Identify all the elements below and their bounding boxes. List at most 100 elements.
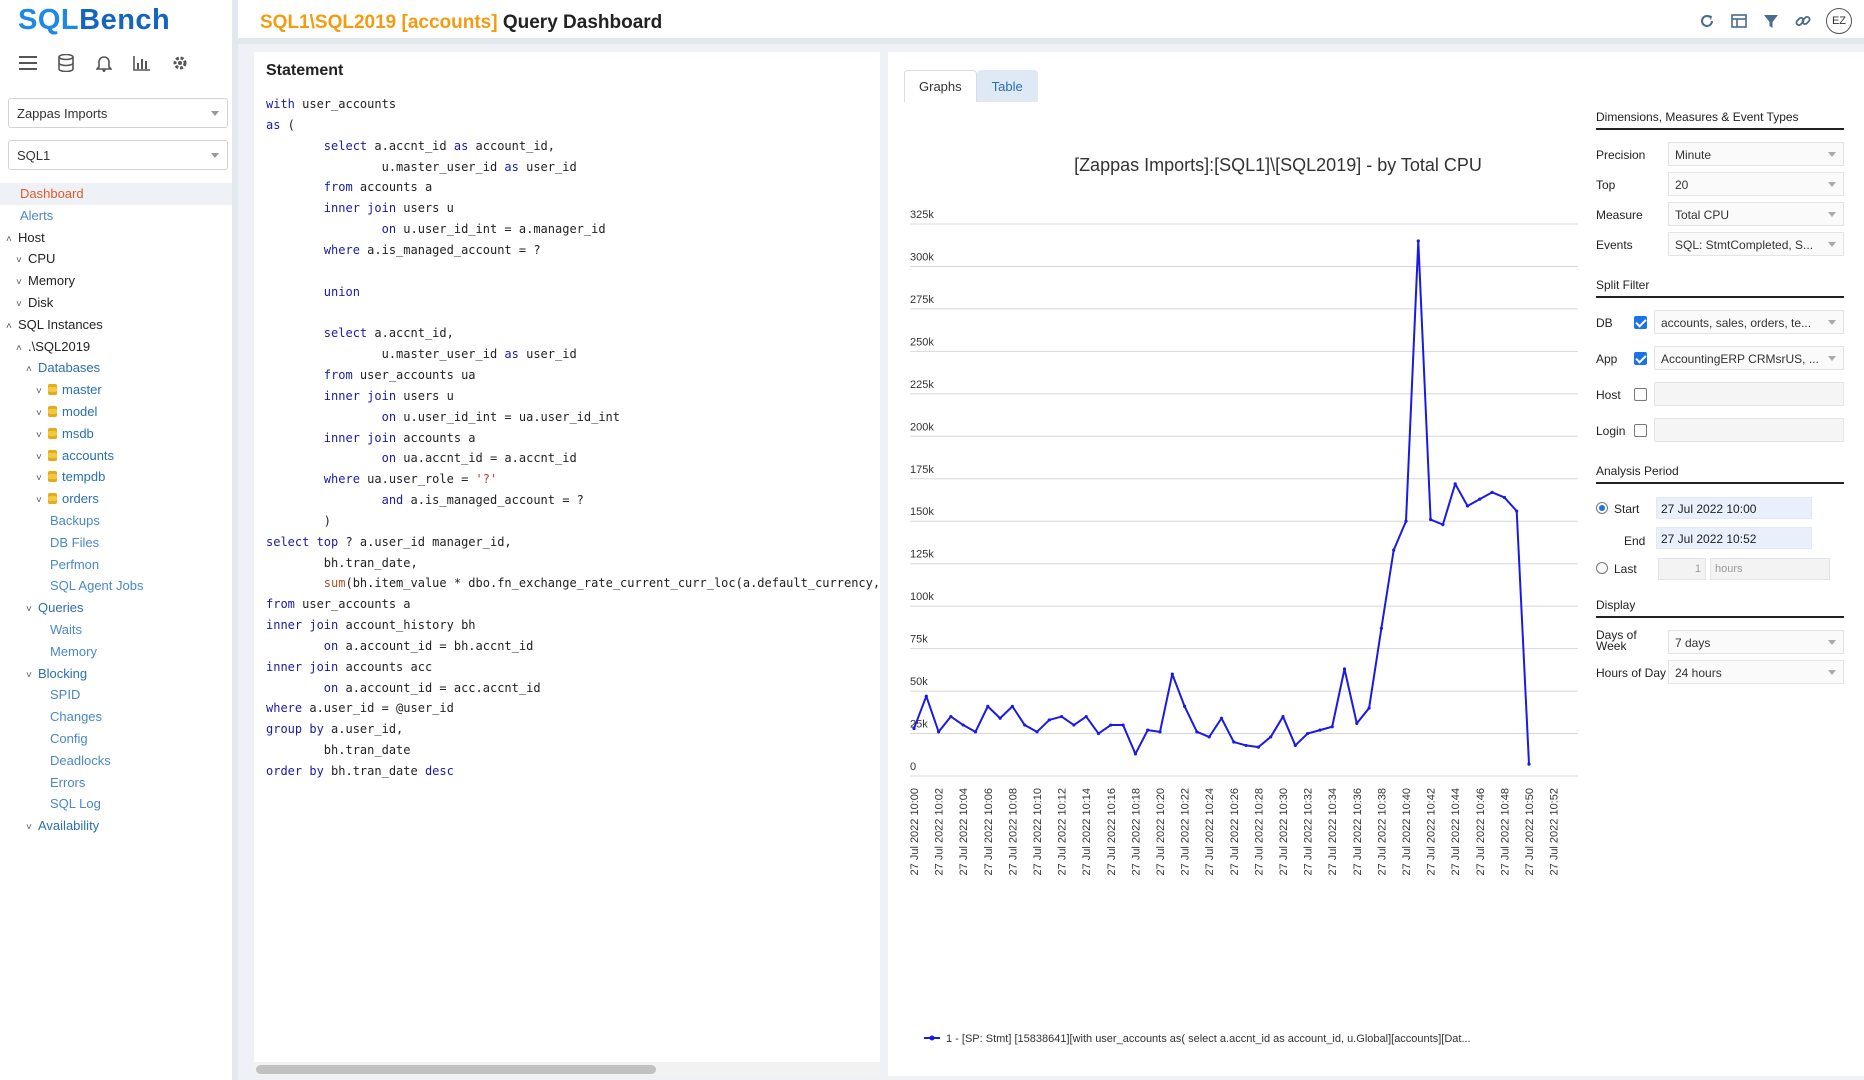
data-point: [1096, 731, 1101, 736]
sidebar-item-deadlocks[interactable]: Deadlocks: [0, 750, 232, 772]
host-input[interactable]: [1654, 382, 1844, 406]
tab-table[interactable]: Table: [976, 70, 1038, 102]
last-count-input[interactable]: 1: [1658, 558, 1706, 580]
x-tick-label: 27 Jul 2022 10:38: [1376, 788, 1388, 875]
sidebar-item-msdb[interactable]: ˅ msdb: [0, 423, 232, 445]
chevron-down-icon[interactable]: ˅: [16, 277, 22, 289]
sidebar-item-dashboard[interactable]: Dashboard: [0, 183, 232, 205]
chevron-down-icon[interactable]: ˅: [36, 429, 42, 441]
end-date-input[interactable]: 27 Jul 2022 10:52: [1656, 527, 1812, 549]
code-line: with user_accounts: [266, 94, 876, 115]
sidebar-item-host[interactable]: ˄ Host: [0, 227, 232, 249]
chevron-up-icon[interactable]: ˄: [6, 233, 12, 245]
sidebar-item-sql-agent-jobs[interactable]: SQL Agent Jobs: [0, 575, 232, 597]
data-point: [1404, 519, 1408, 523]
bell-icon[interactable]: [94, 52, 114, 74]
sidebar-item-queries[interactable]: ˅ Queries: [0, 597, 232, 619]
tab-graphs[interactable]: Graphs: [904, 70, 977, 102]
start-date-input[interactable]: 27 Jul 2022 10:00: [1656, 497, 1812, 519]
app-label: App: [1596, 352, 1618, 366]
sidebar-item-availability[interactable]: ˅ Availability: [0, 815, 232, 837]
chart-icon[interactable]: [132, 52, 152, 74]
start-radio[interactable]: [1596, 502, 1608, 514]
sidebar-item-changes[interactable]: Changes: [0, 706, 232, 728]
customer-select[interactable]: Zappas Imports: [8, 98, 228, 128]
sidebar-item-config[interactable]: Config: [0, 728, 232, 750]
measure-select[interactable]: Total CPU: [1668, 202, 1844, 226]
sidebar-item-sql-log[interactable]: SQL Log: [0, 793, 232, 815]
sidebar-item-sql2019[interactable]: ˄ .\SQL2019: [0, 336, 232, 358]
filter-icon[interactable]: [1762, 12, 1780, 30]
login-checkbox[interactable]: [1634, 424, 1647, 437]
sidebar-item-waits[interactable]: Waits: [0, 619, 232, 641]
chevron-up-icon[interactable]: ˄: [6, 320, 12, 332]
login-input[interactable]: [1654, 418, 1844, 442]
sidebar-item-perfmon[interactable]: Perfmon: [0, 554, 232, 576]
sidebar-item-memory[interactable]: Memory: [0, 641, 232, 663]
sidebar-item-memory[interactable]: ˅ Memory: [0, 270, 232, 292]
chevron-down-icon[interactable]: ˅: [36, 495, 42, 507]
last-unit-input[interactable]: hours: [1710, 558, 1830, 580]
code-token: [266, 472, 324, 486]
db-checkbox[interactable]: [1634, 316, 1647, 329]
gear-icon[interactable]: [170, 52, 190, 74]
chevron-down-icon[interactable]: ˅: [16, 298, 22, 310]
code-token: from: [323, 367, 353, 382]
sidebar: SQLBench Zappas Imports SQL1: [0, 0, 238, 1080]
precision-select[interactable]: Minute: [1668, 142, 1844, 166]
sidebar-item-tempdb[interactable]: ˅ tempdb: [0, 466, 232, 488]
grid-icon[interactable]: [1730, 12, 1748, 30]
chevron-down-icon[interactable]: ˅: [36, 386, 42, 398]
days-of-week-select[interactable]: 7 days: [1668, 630, 1844, 654]
code-token: where: [323, 242, 360, 257]
app-logo[interactable]: SQLBench: [18, 4, 170, 37]
app-select[interactable]: AccountingERP CRMsrUS, ...: [1654, 346, 1844, 370]
sidebar-item-spid[interactable]: SPID: [0, 684, 232, 706]
sidebar-item-model[interactable]: ˅ model: [0, 401, 232, 423]
sidebar-item-db-files[interactable]: DB Files: [0, 532, 232, 554]
sidebar-item-label: SQL Log: [50, 796, 101, 812]
hours-of-day-select[interactable]: 24 hours: [1668, 660, 1844, 684]
refresh-icon[interactable]: [1698, 12, 1716, 30]
avatar[interactable]: EZ: [1826, 8, 1852, 34]
y-tick-label: 100k: [910, 591, 934, 603]
chevron-down-icon[interactable]: ˅: [26, 822, 32, 834]
hamburger-icon[interactable]: [18, 52, 38, 74]
host-checkbox[interactable]: [1634, 388, 1647, 401]
horizontal-scrollbar[interactable]: [254, 1062, 880, 1076]
sidebar-item-master[interactable]: ˅ master: [0, 379, 232, 401]
sidebar-item-accounts[interactable]: ˅ accounts: [0, 445, 232, 467]
top-value: 20: [1675, 178, 1689, 192]
link-icon[interactable]: [1794, 12, 1812, 30]
sidebar-item-backups[interactable]: Backups: [0, 510, 232, 532]
x-tick-label: 27 Jul 2022 10:14: [1081, 788, 1093, 875]
db-select[interactable]: accounts, sales, orders, te...: [1654, 310, 1844, 334]
events-select[interactable]: SQL: StmtCompleted, S...: [1668, 232, 1844, 256]
sidebar-item-orders[interactable]: ˅ orders: [0, 488, 232, 510]
chevron-up-icon[interactable]: ˄: [16, 342, 22, 354]
sidebar-item-errors[interactable]: Errors: [0, 772, 232, 794]
chevron-down-icon[interactable]: ˅: [26, 604, 32, 616]
sidebar-item-disk[interactable]: ˅ Disk: [0, 292, 232, 314]
chevron-up-icon[interactable]: ˄: [26, 364, 32, 376]
server-select[interactable]: SQL1: [8, 140, 228, 170]
sidebar-item-alerts[interactable]: Alerts: [0, 205, 232, 227]
top-select[interactable]: 20: [1668, 172, 1844, 196]
precision-row: Precision Minute: [1596, 140, 1844, 170]
app-checkbox[interactable]: [1634, 352, 1647, 365]
chevron-down-icon[interactable]: ˅: [16, 255, 22, 267]
last-count-value: 1: [1694, 563, 1701, 575]
database-icon[interactable]: [56, 52, 76, 74]
chevron-down-icon[interactable]: ˅: [36, 407, 42, 419]
chevron-down-icon[interactable]: ˅: [26, 669, 32, 681]
chevron-down-icon[interactable]: ˅: [36, 451, 42, 463]
sidebar-item-databases[interactable]: ˄ Databases: [0, 357, 232, 379]
sidebar-item-cpu[interactable]: ˅ CPU: [0, 248, 232, 270]
code-line: where ua.user_role = '?': [266, 469, 876, 490]
last-radio[interactable]: [1596, 562, 1608, 574]
chevron-down-icon[interactable]: ˅: [36, 473, 42, 485]
sidebar-item-blocking[interactable]: ˅ Blocking: [0, 663, 232, 685]
sidebar-item-sql-instances[interactable]: ˄ SQL Instances: [0, 314, 232, 336]
scrollbar-thumb[interactable]: [256, 1065, 656, 1074]
